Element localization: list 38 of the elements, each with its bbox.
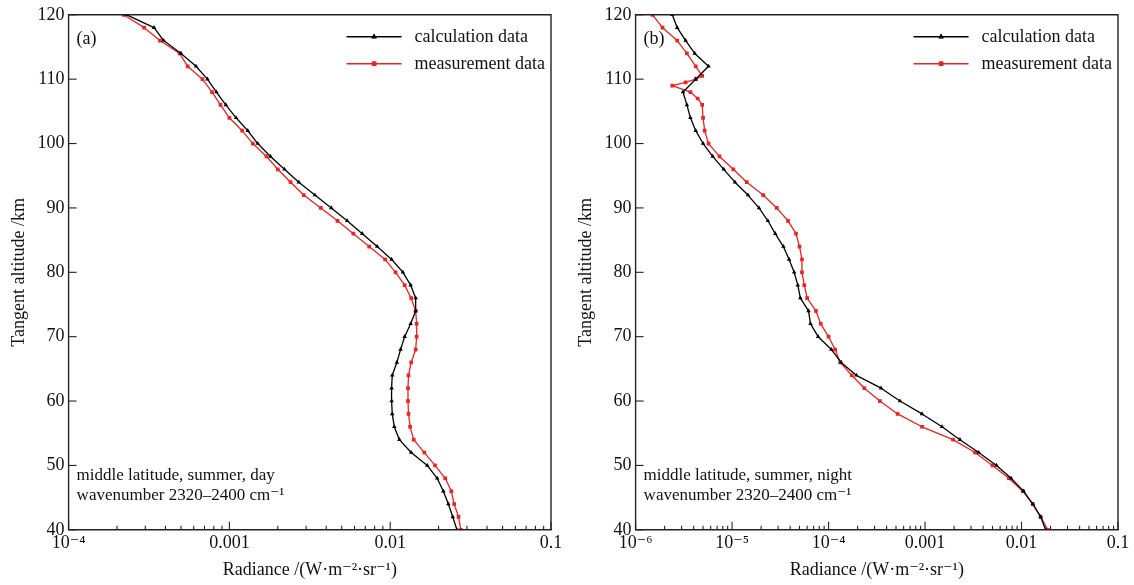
y-tick-label: 50 <box>46 454 65 475</box>
annotation: (a) <box>76 27 97 49</box>
y-tick-label: 90 <box>46 196 65 217</box>
y-tick-label: 100 <box>604 132 632 153</box>
x-tick-label: 0.01 <box>374 532 406 553</box>
annotation: middle latitude, summer, night <box>643 465 853 485</box>
x-axis-title: Radiance /(W·m⁻²·sr⁻¹) <box>222 558 397 580</box>
y-tick-label: 120 <box>37 3 65 24</box>
x-tick-label: 0.001 <box>904 532 946 553</box>
y-tick-label: 120 <box>604 3 632 24</box>
y-tick-label: 50 <box>613 454 632 475</box>
x-tick-label: 10⁻⁴ <box>811 532 846 553</box>
legend-label: calculation data <box>414 25 529 46</box>
x-tick-label: 0.1 <box>539 532 563 553</box>
y-tick-label: 100 <box>37 132 65 153</box>
x-tick-label: 0.001 <box>209 532 250 553</box>
y-tick-label: 70 <box>46 325 65 346</box>
y-tick-label: 80 <box>613 261 632 282</box>
y-tick-label: 70 <box>613 325 632 346</box>
legend-label: calculation data <box>981 25 1096 46</box>
y-tick-label: 60 <box>46 389 65 410</box>
y-axis-title: Tangent altitude /km <box>574 197 595 347</box>
legend-label: measurement data <box>981 52 1113 73</box>
x-tick-label: 10⁻⁵ <box>715 532 749 553</box>
x-tick-label: 0.1 <box>1106 532 1130 553</box>
annotation: wavenumber 2320–2400 cm⁻¹ <box>76 485 285 505</box>
x-tick-label: 0.01 <box>1005 532 1038 553</box>
y-axis-title: Tangent altitude /km <box>7 197 28 347</box>
annotation: wavenumber 2320–2400 cm⁻¹ <box>643 485 852 505</box>
annotation: (b) <box>643 27 665 49</box>
y-tick-label: 110 <box>38 67 65 88</box>
y-tick-label: 110 <box>605 67 632 88</box>
legend-label: measurement data <box>414 52 546 73</box>
y-tick-label: 80 <box>46 261 65 282</box>
x-axis-title: Radiance /(W·m⁻²·sr⁻¹) <box>789 558 964 580</box>
y-tick-label: 60 <box>613 389 632 410</box>
y-tick-label: 90 <box>613 196 632 217</box>
annotation: middle latitude, summer, day <box>76 465 276 485</box>
